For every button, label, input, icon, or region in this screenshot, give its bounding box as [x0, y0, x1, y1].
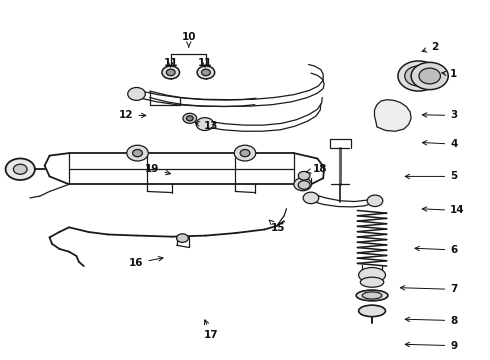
- Circle shape: [411, 62, 448, 90]
- Ellipse shape: [359, 305, 386, 317]
- Text: 14: 14: [422, 206, 465, 216]
- Ellipse shape: [362, 292, 382, 299]
- Text: 13: 13: [195, 121, 218, 131]
- Text: 2: 2: [422, 42, 438, 52]
- Circle shape: [303, 192, 319, 204]
- Circle shape: [419, 68, 441, 84]
- Text: 3: 3: [422, 111, 458, 121]
- Text: 12: 12: [119, 111, 146, 121]
- Text: 4: 4: [422, 139, 458, 149]
- Circle shape: [176, 234, 188, 242]
- Text: 16: 16: [129, 257, 163, 268]
- Text: 18: 18: [306, 164, 327, 174]
- Text: 19: 19: [145, 164, 171, 175]
- Circle shape: [234, 145, 256, 161]
- Circle shape: [298, 171, 310, 180]
- Ellipse shape: [360, 277, 384, 287]
- Text: 6: 6: [415, 245, 458, 255]
- Text: 8: 8: [405, 316, 458, 325]
- Circle shape: [298, 181, 310, 189]
- Text: 10: 10: [182, 32, 196, 47]
- Circle shape: [412, 71, 425, 81]
- Text: 11: 11: [164, 58, 178, 68]
- Text: 11: 11: [197, 58, 212, 68]
- Text: 15: 15: [269, 220, 286, 233]
- Circle shape: [201, 69, 210, 76]
- Circle shape: [13, 164, 27, 174]
- Text: 7: 7: [400, 284, 458, 294]
- Circle shape: [127, 145, 148, 161]
- Circle shape: [186, 116, 193, 121]
- Circle shape: [183, 113, 196, 123]
- Text: 5: 5: [405, 171, 458, 181]
- Text: 1: 1: [442, 69, 458, 79]
- Polygon shape: [374, 100, 411, 131]
- Circle shape: [5, 158, 35, 180]
- Circle shape: [405, 66, 432, 86]
- Circle shape: [240, 149, 250, 157]
- Text: 9: 9: [405, 341, 457, 351]
- Circle shape: [294, 178, 312, 191]
- Circle shape: [196, 118, 214, 131]
- Circle shape: [128, 87, 146, 100]
- Ellipse shape: [359, 267, 386, 283]
- Ellipse shape: [356, 290, 388, 301]
- Circle shape: [133, 149, 143, 157]
- Text: 17: 17: [203, 320, 218, 340]
- Circle shape: [367, 195, 383, 207]
- Circle shape: [197, 66, 215, 79]
- Circle shape: [398, 61, 439, 91]
- Circle shape: [162, 66, 179, 79]
- Circle shape: [166, 69, 175, 76]
